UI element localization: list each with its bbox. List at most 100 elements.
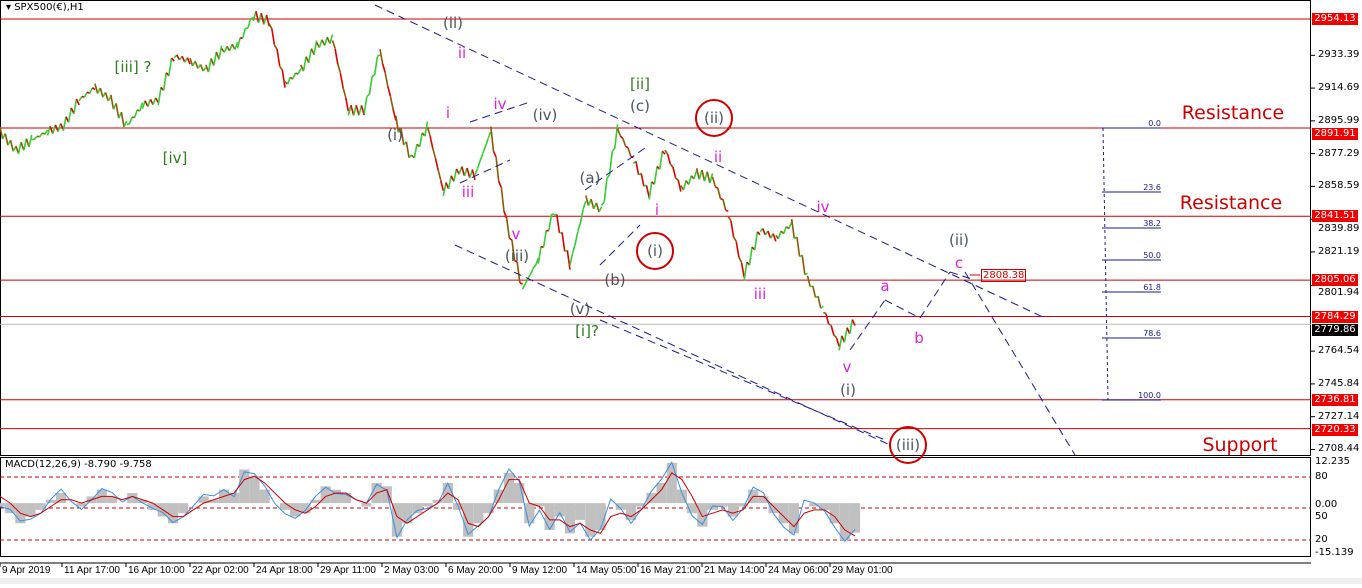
macd-histogram-bar [850,503,860,533]
price-candle-segment [61,124,64,130]
time-tick-label: 6 May 20:00 [448,565,503,577]
price-candle-segment [298,69,301,74]
macd-histogram-bar [46,500,56,503]
price-candle-segment [116,103,119,118]
price-candle-segment [530,269,533,275]
price-level-label: 2736.81 [1312,394,1358,406]
price-candle-segment [369,77,372,95]
time-tick-label: 29 May 01:00 [832,565,893,577]
trend-line [600,225,640,265]
price-candle-segment [449,176,452,189]
macd-histogram-bar [830,503,840,523]
macd-histogram-bar [178,503,188,513]
price-candle-segment [203,68,206,71]
price-candle-segment [164,73,167,91]
price-candle-segment [718,188,721,198]
price-candle-segment [438,169,441,179]
macd-histogram-bar [0,503,5,506]
price-candle-segment [826,314,829,324]
status-bar [0,578,1362,584]
price-candle-segment [538,247,541,264]
price-tick-label: 2895.99 [1318,115,1359,127]
price-candle-segment [797,237,800,257]
price-candle-segment [309,49,312,63]
price-candle-segment [612,148,615,151]
wave-label: (i) [840,382,856,398]
price-candle-segment [654,167,657,185]
trend-line [965,272,1075,455]
wave-label: i [446,105,450,121]
price-candle-segment [32,139,35,140]
price-candle-segment [230,44,233,51]
price-candle-segment [625,146,628,148]
price-candle-segment [24,139,27,151]
wave-label: (iii) [896,437,920,453]
price-candle-segment [802,255,805,274]
wave-label: [ii] [630,76,650,92]
price-candle-segment [523,284,526,289]
price-candle-segment [649,182,652,200]
wave-label: ii [458,45,466,61]
macd-histogram-bar [728,503,738,516]
price-candle-segment [69,108,72,122]
fibonacci-level-label: 50.0 [1143,251,1161,260]
price-candle-segment [834,335,837,338]
price-candle-segment [243,28,246,38]
price-candle-segment [504,211,507,218]
price-candle-segment [736,242,739,258]
price-candle-segment [272,29,275,45]
price-candle-segment [77,99,80,105]
wave-label: (i) [387,127,403,143]
price-candle-segment [372,75,375,77]
current-price-label: 2779.86 [1312,324,1358,336]
price-tick-label: 2839.89 [1318,223,1359,235]
wave-label: a [880,278,889,294]
trend-line [455,245,890,445]
price-candle-segment [380,49,383,64]
macd-tick-label: 20 [1315,534,1328,546]
price-candle-segment [177,55,180,60]
trend-line [375,5,1045,318]
zone-label: Resistance [1180,193,1282,213]
symbol-title[interactable]: ▾ SPX500(€),H1 [6,2,84,13]
price-candle-segment [488,132,491,138]
fibonacci-level-label: 23.6 [1143,183,1161,192]
price-candle-segment [618,129,621,136]
macd-histogram-bar [555,503,565,516]
price-candle-segment [668,154,671,164]
price-candle-segment [40,133,43,137]
price-candle-segment [501,188,504,212]
macd-tick-label: 50 [1315,511,1328,523]
price-candle-segment [620,136,623,139]
price-candle-segment [63,117,66,131]
price-level-label: 2805.06 [1312,274,1358,286]
macd-histogram-bar [840,503,850,540]
price-candle-segment [385,73,388,87]
macd-histogram-bar [595,503,605,530]
time-tick-label: 21 May 14:00 [704,565,765,577]
price-candle-segment [5,134,8,146]
price-candle-segment [280,66,283,70]
price-level-label: 2891.91 [1312,128,1358,140]
time-tick-label: 2 May 03:00 [384,565,439,577]
price-candle-segment [256,11,259,22]
price-candle-segment [713,177,716,186]
dropdown-triangle-icon[interactable]: ▾ [6,2,14,13]
price-candle-segment [195,61,198,68]
price-candle-segment [567,250,570,269]
macd-histogram-bar [504,473,514,503]
price-candle-segment [74,99,77,114]
price-candle-segment [282,70,285,88]
price-candle-segment [121,112,124,127]
price-candle-segment [235,42,238,49]
price-candle-segment [562,232,565,251]
price-candle-segment [29,135,32,147]
price-candle-segment [343,87,346,97]
price-candle-segment [673,167,676,178]
price-candle-segment [383,64,386,73]
fibonacci-level-label: 61.8 [1143,283,1161,292]
macd-title: MACD(12,26,9) -8.790 -9.758 [5,459,152,470]
price-candle-segment [599,207,602,212]
trend-line [950,272,975,280]
